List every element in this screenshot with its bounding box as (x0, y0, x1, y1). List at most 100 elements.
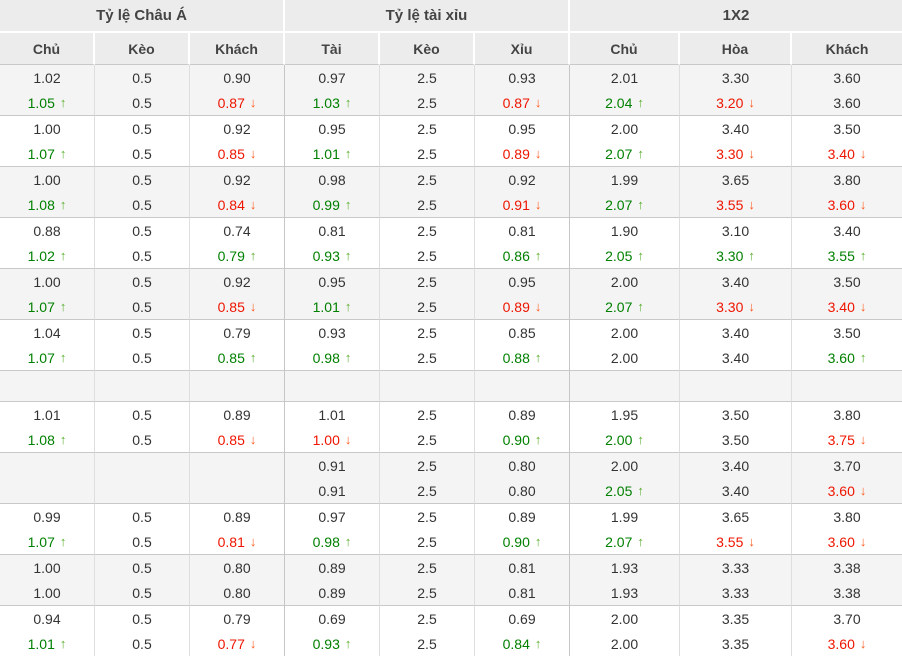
odds-value-live: 2.07 ↑ (570, 529, 679, 554)
odds-cell: 1.90 2.05 ↑ (570, 218, 680, 269)
odds-cell: 1.00 1.00 (0, 555, 95, 606)
odds-value-live: 0.80 (190, 580, 284, 605)
odds-value-live: 0.5 (95, 345, 189, 370)
odds-row: 1.00 1.07 ↑ 0.5 0.5 0.92 0.85 ↓ 0.95 1.01 ↑ 2.5 2.5 0… (0, 116, 902, 167)
odds-number: 3.60 (827, 349, 855, 366)
odds-cell: 3.40 3.55 ↑ (792, 218, 902, 269)
odds-number: 1.01 (27, 635, 55, 652)
odds-cell: 0.5 0.5 (95, 218, 190, 269)
odds-cell: 2.00 2.00 (570, 606, 680, 656)
odds-value-live: 3.35 (680, 631, 791, 656)
odds-value-live: 0.98 ↑ (285, 529, 379, 554)
odds-number: 2.07 (605, 196, 633, 213)
odds-row: 1.01 1.08 ↑ 0.5 0.5 0.89 0.85 ↓ 1.01 1.00 ↓ 2.5 2.5 0… (0, 402, 902, 453)
odds-value-open: 0.98 (318, 171, 346, 188)
odds-cell: 3.70 3.60 ↓ (792, 453, 902, 504)
odds-cell: 0.98 0.99 ↑ (285, 167, 380, 218)
odds-value-live: 0.99 ↑ (285, 192, 379, 217)
odds-number: 0.93 (312, 635, 340, 652)
odds-row: 1.04 1.07 ↑ 0.5 0.5 0.79 0.85 ↑ 0.93 0.98 ↑ 2.5 2.5 0… (0, 320, 902, 371)
odds-value-open: 0.79 (223, 610, 251, 627)
odds-cell: 0.88 1.02 ↑ (0, 218, 95, 269)
odds-value-live: 1.05 ↑ (0, 90, 94, 115)
odds-value-open: 2.00 (610, 273, 639, 290)
odds-number: 0.77 (217, 635, 245, 652)
odds-number: 3.40 (827, 145, 855, 162)
odds-number: 1.07 (27, 533, 55, 550)
odds-value-live (0, 478, 94, 503)
trend-up-icon: ↑ (344, 248, 352, 263)
odds-value-open: 0.5 (132, 69, 152, 86)
odds-number: 3.38 (833, 584, 861, 601)
odds-number: 0.98 (312, 349, 340, 366)
odds-number: 2.5 (417, 196, 437, 213)
odds-value-open: 0.5 (132, 559, 152, 576)
odds-cell: 0.5 0.5 (95, 269, 190, 320)
odds-value-open: 2.00 (610, 324, 639, 341)
odds-cell: 0.94 1.01 ↑ (0, 606, 95, 656)
odds-value-open: 2.5 (417, 171, 437, 188)
odds-value-open: 0.80 (223, 559, 251, 576)
odds-value-live: 2.00 (570, 345, 679, 370)
odds-value-live: 0.85 ↓ (190, 294, 284, 319)
odds-cell: 0.74 0.79 ↑ (190, 218, 285, 269)
odds-number: 3.40 (721, 349, 750, 366)
odds-cell (380, 371, 475, 402)
odds-cell: 1.93 1.93 (570, 555, 680, 606)
odds-cell: 2.5 2.5 (380, 504, 475, 555)
odds-number: 0.99 (312, 196, 340, 213)
odds-value-open: 3.40 (721, 324, 750, 341)
odds-value-open: 0.89 (318, 559, 346, 576)
odds-value-open: 1.00 (33, 171, 61, 188)
odds-cell: 0.92 0.91 ↓ (475, 167, 570, 218)
odds-value-live: 2.5 (380, 141, 474, 166)
odds-cell: 0.97 1.03 ↑ (285, 65, 380, 116)
trend-up-icon: ↑ (534, 534, 542, 549)
odds-cell: 0.5 0.5 (95, 320, 190, 371)
odds-value-open: 0.69 (508, 610, 536, 627)
odds-cell: 2.00 2.07 ↑ (570, 116, 680, 167)
odds-number: 2.5 (417, 482, 437, 499)
trend-down-icon: ↓ (748, 146, 755, 161)
odds-value-open: 2.5 (417, 508, 437, 525)
odds-number: 0.88 (502, 349, 530, 366)
trend-up-icon: ↑ (534, 636, 542, 651)
odds-number: 2.5 (417, 298, 437, 315)
odds-number: 0.89 (502, 145, 530, 162)
odds-number: 0.5 (132, 635, 152, 652)
odds-value-live: 2.00 ↑ (570, 427, 679, 452)
odds-number: 1.07 (27, 349, 55, 366)
trend-up-icon: ↑ (344, 95, 352, 110)
odds-cell: 3.40 3.40 (680, 320, 792, 371)
odds-cell: 3.50 3.50 (680, 402, 792, 453)
odds-number: 2.07 (605, 298, 633, 315)
odds-cell: 2.5 2.5 (380, 218, 475, 269)
odds-cell: 2.01 2.04 ↑ (570, 65, 680, 116)
odds-value-open: 0.89 (223, 406, 251, 423)
odds-cell (0, 453, 95, 504)
odds-cell: 0.80 0.80 (475, 453, 570, 504)
odds-value-open: 3.80 (833, 406, 861, 423)
odds-cell: 0.95 1.01 ↑ (285, 116, 380, 167)
odds-cell: 2.5 2.5 (380, 606, 475, 656)
trend-up-icon: ↑ (534, 350, 542, 365)
odds-value-live: 3.30 ↓ (680, 294, 791, 319)
odds-value-live: 3.33 (680, 580, 791, 605)
trend-up-icon: ↑ (748, 248, 755, 263)
odds-cell: 0.89 0.85 ↓ (190, 402, 285, 453)
odds-value-live: 3.40 ↓ (792, 141, 902, 166)
odds-cell (570, 371, 680, 402)
odds-value-open: 2.00 (610, 457, 639, 474)
odds-value-open: 3.40 (721, 273, 750, 290)
odds-value-open: 3.40 (721, 120, 750, 137)
odds-number: 3.60 (827, 533, 855, 550)
trend-up-icon: ↑ (637, 197, 644, 212)
trend-down-icon: ↓ (249, 432, 257, 447)
odds-cell: 2.5 2.5 (380, 65, 475, 116)
odds-value-open: 3.40 (833, 222, 861, 239)
odds-value-live: 0.5 (95, 294, 189, 319)
odds-cell: 1.00 1.08 ↑ (0, 167, 95, 218)
odds-cell: 0.5 0.5 (95, 167, 190, 218)
odds-cell (190, 453, 285, 504)
odds-cell: 1.95 2.00 ↑ (570, 402, 680, 453)
